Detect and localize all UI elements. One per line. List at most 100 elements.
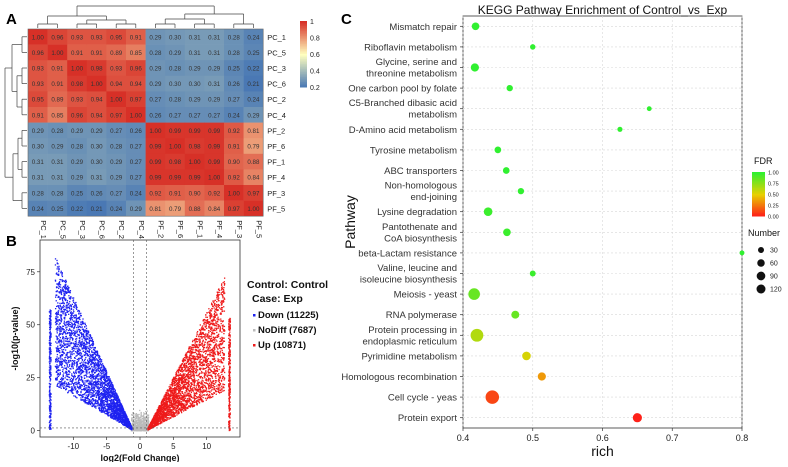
volcano-point-down	[49, 323, 50, 324]
volcano-point-down	[122, 412, 123, 413]
heatmap-col-label: PC_4	[137, 220, 146, 239]
heatmap-col-label: PF_1	[196, 220, 205, 238]
volcano-point-nodiff	[134, 421, 135, 422]
volcano-point-down	[75, 321, 76, 322]
volcano-point-down	[63, 323, 64, 324]
volcano-point-nodiff	[134, 429, 135, 430]
volcano-point-down	[49, 369, 50, 370]
volcano-point-down	[70, 297, 71, 298]
volcano-point-down	[70, 351, 71, 352]
volcano-point-down	[76, 322, 77, 323]
volcano-point-nodiff	[145, 419, 146, 420]
volcano-point-down	[49, 395, 50, 396]
heatmap-cell-label: 1.00	[208, 175, 221, 182]
volcano-point-down	[111, 391, 112, 392]
volcano-point-down	[99, 391, 100, 392]
heatmap-cell-label: 0.93	[32, 81, 45, 88]
volcano-point-down	[90, 364, 91, 365]
volcano-point-down	[66, 288, 67, 289]
volcano-point-down	[50, 378, 51, 379]
volcano-point-down	[55, 341, 56, 342]
volcano-point-down	[49, 391, 50, 392]
volcano-point-down	[57, 354, 58, 355]
volcano-point-down	[50, 353, 51, 354]
volcano-point-down	[50, 318, 51, 319]
volcano-point-down	[63, 374, 64, 375]
volcano-point-down	[97, 351, 98, 352]
heatmap-cell-label: 0.29	[189, 66, 202, 73]
volcano-point-nodiff	[140, 422, 141, 423]
volcano-point-up	[196, 332, 197, 333]
volcano-point-down	[67, 341, 68, 342]
volcano-point-down	[67, 332, 68, 333]
volcano-point-down	[80, 321, 81, 322]
volcano-point-down	[85, 353, 86, 354]
volcano-point-down	[49, 340, 50, 341]
heatmap-cell-label: 0.98	[189, 144, 202, 151]
volcano-point-down	[76, 378, 77, 379]
volcano-point-down	[89, 352, 90, 353]
volcano-point-down	[62, 287, 63, 288]
volcano-point-down	[73, 346, 74, 347]
volcano-point-down	[82, 341, 83, 342]
volcano-point-down	[60, 379, 61, 380]
volcano-point-down	[63, 367, 64, 368]
volcano-point-down	[81, 362, 82, 363]
volcano-point-down	[58, 312, 59, 313]
volcano-point-down	[66, 321, 67, 322]
volcano-point-down	[108, 404, 109, 405]
volcano-point-down	[74, 321, 75, 322]
volcano-point-down	[61, 321, 62, 322]
volcano-point-down	[107, 399, 108, 400]
volcano-point-nodiff	[148, 418, 149, 419]
volcano-point-down	[116, 418, 117, 419]
volcano-point-down	[92, 363, 93, 364]
volcano-point-down	[81, 384, 82, 385]
volcano-point-nodiff	[137, 430, 138, 431]
volcano-point-down	[116, 400, 117, 401]
volcano-point-down	[81, 336, 82, 337]
volcano-point-down	[78, 344, 79, 345]
volcano-point-down	[76, 391, 77, 392]
volcano-point-down	[70, 384, 71, 385]
panel-letter-c: C	[341, 11, 352, 28]
volcano-point-down	[63, 332, 64, 333]
heatmap-cell-label: 0.96	[51, 34, 64, 41]
volcano-point-down	[73, 376, 74, 377]
volcano-point-up	[201, 373, 202, 374]
heatmap-cell-label: 0.31	[208, 81, 221, 88]
volcano-point-down	[74, 303, 75, 304]
heatmap-row-label: PF_1	[267, 158, 285, 167]
volcano-point-nodiff	[144, 424, 145, 425]
volcano-point-down	[73, 302, 74, 303]
volcano-point-down	[64, 321, 65, 322]
volcano-point-down	[59, 303, 60, 304]
volcano-point-down	[93, 352, 94, 353]
volcano-point-down	[89, 394, 90, 395]
volcano-point-down	[61, 365, 62, 366]
volcano-point-down	[56, 358, 57, 359]
volcano-point-down	[62, 338, 63, 339]
volcano-point-down	[56, 347, 57, 348]
heatmap-cell-label: 0.96	[71, 112, 84, 119]
volcano-point-down	[56, 313, 57, 314]
volcano-point-down	[64, 345, 65, 346]
heatmap-cell-label: 0.90	[228, 159, 241, 166]
volcano-point-down	[111, 413, 112, 414]
volcano-point-down	[60, 361, 61, 362]
volcano-point-down	[93, 391, 94, 392]
volcano-point-down	[61, 274, 62, 275]
volcano-point-down	[112, 400, 113, 401]
heatmap-cell-label: 0.97	[247, 190, 260, 197]
volcano-point-down	[61, 380, 62, 381]
volcano-point-down	[64, 365, 65, 366]
volcano-point-down	[92, 356, 93, 357]
volcano-point-down	[50, 399, 51, 400]
heatmap-cell-label: 0.27	[110, 128, 123, 135]
volcano-point-down	[60, 381, 61, 382]
heatmap-cell-label: 0.91	[169, 190, 182, 197]
heatmap-cell-label: 0.93	[91, 34, 104, 41]
volcano-point-down	[70, 322, 71, 323]
volcano-point-down	[94, 366, 95, 367]
volcano-point-down	[90, 357, 91, 358]
